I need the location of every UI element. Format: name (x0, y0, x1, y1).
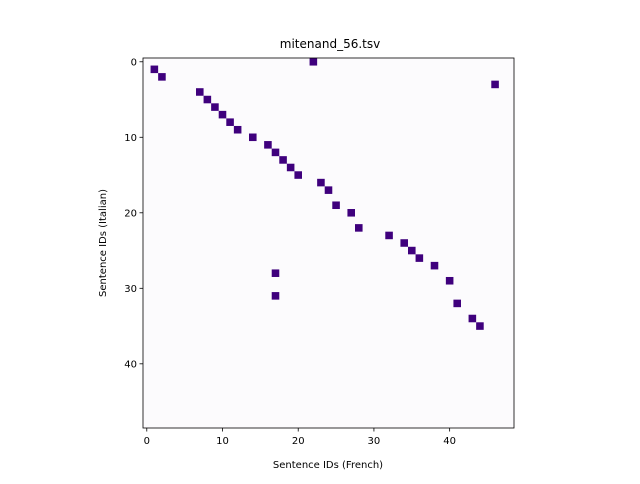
x-tick-label: 30 (368, 436, 381, 447)
heatmap-cell (445, 276, 454, 285)
x-axis-label: Sentence IDs (French) (273, 460, 383, 471)
heatmap-cell (218, 110, 227, 119)
x-tick-label: 20 (292, 436, 305, 447)
heatmap-cell (294, 171, 302, 179)
heatmap-cell (385, 231, 393, 240)
plot-frame (142, 57, 515, 429)
heatmap-cell (491, 80, 499, 89)
y-tick-label: 40 (124, 359, 137, 370)
heatmap-cell (309, 58, 318, 66)
y-axis: 0 10 20 30 40 (124, 57, 143, 370)
heatmap-cell (476, 322, 484, 330)
heatmap-cell (233, 125, 242, 134)
heatmap-cell (453, 299, 461, 308)
heatmap-cell (158, 73, 166, 81)
heatmap-cell (264, 141, 272, 149)
heatmap-cell (415, 254, 424, 262)
heatmap-cell (150, 65, 159, 74)
heatmap-cell (271, 148, 280, 157)
chart-title: mitenand_56.tsv (280, 37, 380, 51)
x-axis: 0 10 20 30 40 (144, 428, 456, 447)
heatmap-cell (211, 103, 219, 111)
x-tick-label: 40 (443, 436, 456, 447)
x-tick-label: 10 (216, 436, 229, 447)
cells-layer (150, 58, 499, 330)
heatmap-cell (430, 261, 439, 270)
x-tick-label: 0 (144, 436, 150, 447)
heatmap-cell (324, 186, 333, 194)
heatmap-cell (400, 239, 408, 247)
y-tick-label: 20 (124, 208, 137, 219)
y-tick-label: 30 (124, 284, 137, 295)
heatmap-cell (317, 178, 325, 187)
heatmap-cell (468, 314, 477, 323)
y-tick-label: 0 (131, 57, 137, 68)
heatmap-cell (249, 133, 257, 142)
heatmap-cell (226, 118, 234, 126)
heatmap-cell (408, 246, 416, 255)
heatmap-cell (196, 88, 204, 96)
heatmap-cell (286, 163, 295, 172)
heatmap-cell (347, 209, 355, 217)
heatmap-cell (271, 292, 280, 300)
y-tick-label: 10 (124, 133, 137, 144)
heatmap-cell (271, 269, 280, 277)
heatmap-cell (279, 156, 287, 164)
y-axis-label: Sentence IDs (Italian) (98, 189, 109, 297)
heatmap-cell (203, 95, 212, 104)
heatmap-cell (355, 224, 363, 232)
plot-area (143, 58, 514, 428)
heatmap-cell (332, 201, 340, 210)
